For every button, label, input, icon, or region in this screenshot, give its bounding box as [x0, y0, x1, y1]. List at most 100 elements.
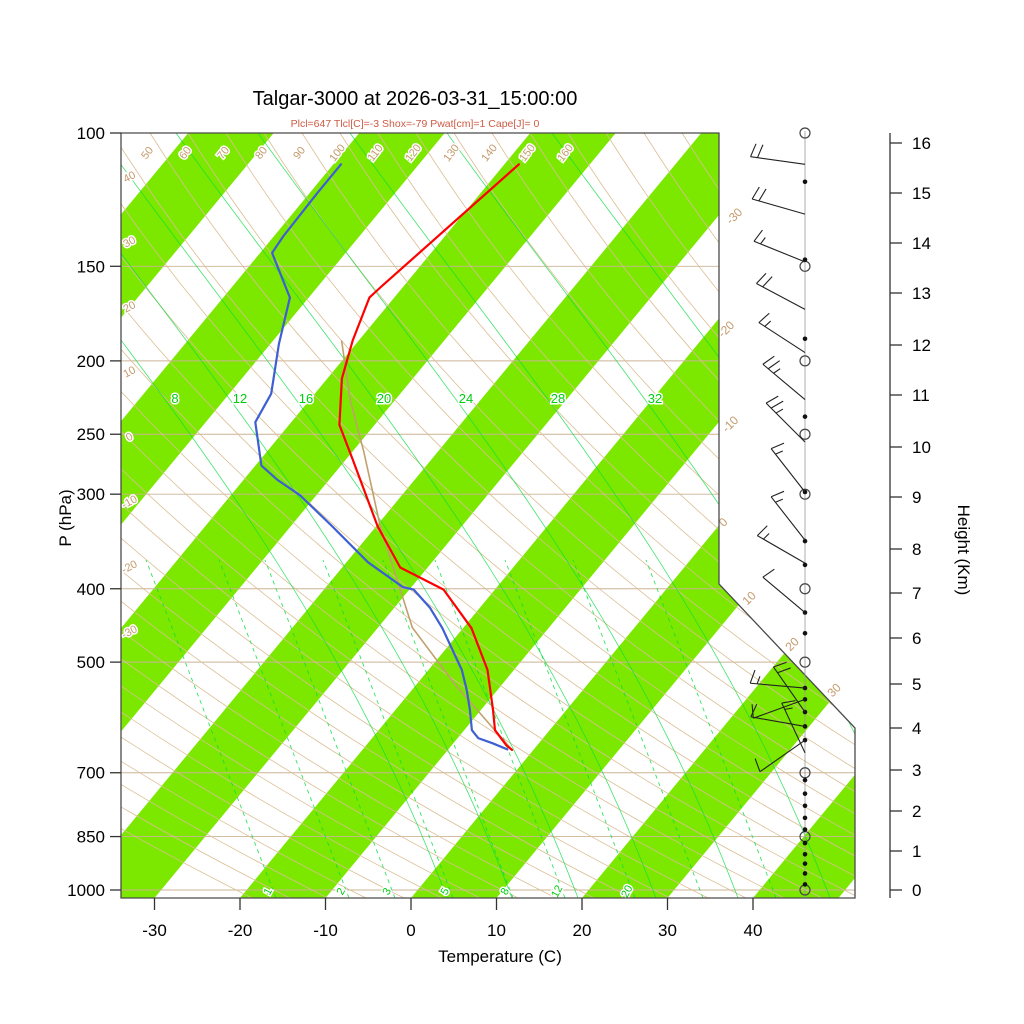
- wind-barb: [754, 739, 806, 773]
- station-dot: [802, 791, 808, 796]
- svg-text:200: 200: [77, 352, 105, 371]
- svg-text:-10: -10: [313, 921, 338, 940]
- svg-text:10: 10: [739, 588, 759, 608]
- svg-text:40: 40: [744, 921, 763, 940]
- station-dot: [802, 538, 808, 544]
- svg-text:9: 9: [912, 488, 921, 507]
- wind-barb: [750, 703, 806, 727]
- svg-text:8: 8: [499, 886, 512, 897]
- svg-text:-30: -30: [142, 921, 167, 940]
- mandatory-level-circle: [799, 355, 811, 367]
- parcel-curve: [340, 340, 513, 751]
- svg-text:28: 28: [551, 391, 565, 406]
- svg-text:250: 250: [77, 425, 105, 444]
- svg-text:8: 8: [171, 391, 178, 406]
- chart-subtitle: Plcl=647 Tlcl[C]=-3 Shox=-79 Pwat[cm]=1 …: [290, 118, 540, 130]
- station-dot: [802, 562, 808, 568]
- mandatory-level-circle: [799, 127, 811, 139]
- svg-text:130: 130: [441, 142, 462, 164]
- station-dot: [802, 803, 808, 809]
- svg-text:20: 20: [782, 634, 802, 654]
- svg-text:10: 10: [487, 921, 506, 940]
- svg-text:500: 500: [77, 653, 105, 672]
- svg-text:0: 0: [912, 881, 921, 900]
- isotherm-band: [582, 133, 855, 898]
- chart-title: Talgar-3000 at 2026-03-31_15:00:00: [252, 88, 578, 110]
- isotherm-band: [0, 133, 103, 898]
- station-dot: [802, 257, 808, 262]
- wind-barb: [749, 669, 806, 689]
- plot-border: [120, 132, 856, 899]
- mandatory-level-circle: [799, 488, 811, 500]
- wind-barb: [751, 186, 806, 215]
- mandatory-level-circle: [799, 428, 811, 440]
- station-dot: [802, 871, 808, 876]
- svg-text:850: 850: [77, 828, 105, 847]
- station-dot: [802, 851, 808, 857]
- svg-text:3: 3: [912, 761, 921, 780]
- svg-text:150: 150: [77, 257, 105, 276]
- svg-text:7: 7: [912, 584, 921, 603]
- svg-text:11: 11: [912, 386, 930, 405]
- svg-text:1: 1: [912, 842, 921, 861]
- mandatory-level-circle: [799, 767, 811, 779]
- svg-text:-10: -10: [719, 413, 741, 435]
- svg-text:20: 20: [573, 921, 592, 940]
- wind-barb: [765, 395, 806, 443]
- svg-text:50: 50: [139, 145, 156, 162]
- dewpoint-curve: [254, 163, 509, 751]
- svg-text:300: 300: [77, 485, 105, 504]
- isotherm-band: [753, 133, 855, 898]
- temperature-axis: -30 -20 -10 0 10 20 30 40: [142, 898, 762, 940]
- svg-text:400: 400: [77, 580, 105, 599]
- wind-barb: [756, 525, 806, 564]
- isotherm-band: [924, 133, 1024, 898]
- svg-text:140: 140: [479, 142, 500, 164]
- svg-text:12: 12: [549, 883, 565, 899]
- svg-text:12: 12: [912, 336, 931, 355]
- station-dot: [802, 630, 808, 636]
- station-dot: [802, 179, 808, 185]
- svg-text:6: 6: [912, 629, 921, 648]
- isotherm-band: [121, 133, 787, 898]
- svg-text:4: 4: [912, 719, 921, 738]
- svg-text:2: 2: [912, 802, 921, 821]
- station-dot: [802, 827, 808, 832]
- temperature-axis-title: Temperature (C): [438, 947, 562, 966]
- station-dot: [802, 777, 808, 783]
- wind-barb: [753, 229, 806, 263]
- station-dot: [802, 815, 808, 821]
- svg-text:14: 14: [912, 234, 931, 253]
- wind-barb: [781, 700, 806, 754]
- isotherm-band: [121, 133, 445, 898]
- isotherm-stripes: [0, 133, 1024, 898]
- wind-column: [799, 127, 811, 898]
- svg-text:30: 30: [824, 680, 844, 700]
- wind-barbs: [749, 143, 806, 773]
- svg-text:-20: -20: [228, 921, 253, 940]
- svg-text:700: 700: [77, 764, 105, 783]
- svg-text:0: 0: [406, 921, 415, 940]
- wind-barb: [758, 312, 806, 354]
- station-dot: [802, 861, 808, 866]
- wind-barb: [750, 143, 806, 165]
- pressure-axis: 100 150 200 250 300 400 500 700 850 1000: [67, 124, 121, 900]
- station-dot: [802, 840, 808, 846]
- svg-text:30: 30: [658, 921, 677, 940]
- svg-text:16: 16: [912, 134, 931, 153]
- wind-barb: [751, 698, 806, 719]
- svg-text:16: 16: [299, 391, 313, 406]
- station-dot: [802, 336, 808, 342]
- svg-text:13: 13: [912, 284, 931, 303]
- svg-text:8: 8: [912, 540, 921, 559]
- svg-text:-20: -20: [120, 558, 140, 576]
- svg-text:12: 12: [233, 391, 247, 406]
- isotherm-band: [121, 133, 616, 898]
- temperature-curve: [338, 163, 521, 752]
- svg-text:20: 20: [377, 391, 391, 406]
- svg-text:10: 10: [912, 438, 931, 457]
- svg-text:100: 100: [77, 124, 105, 143]
